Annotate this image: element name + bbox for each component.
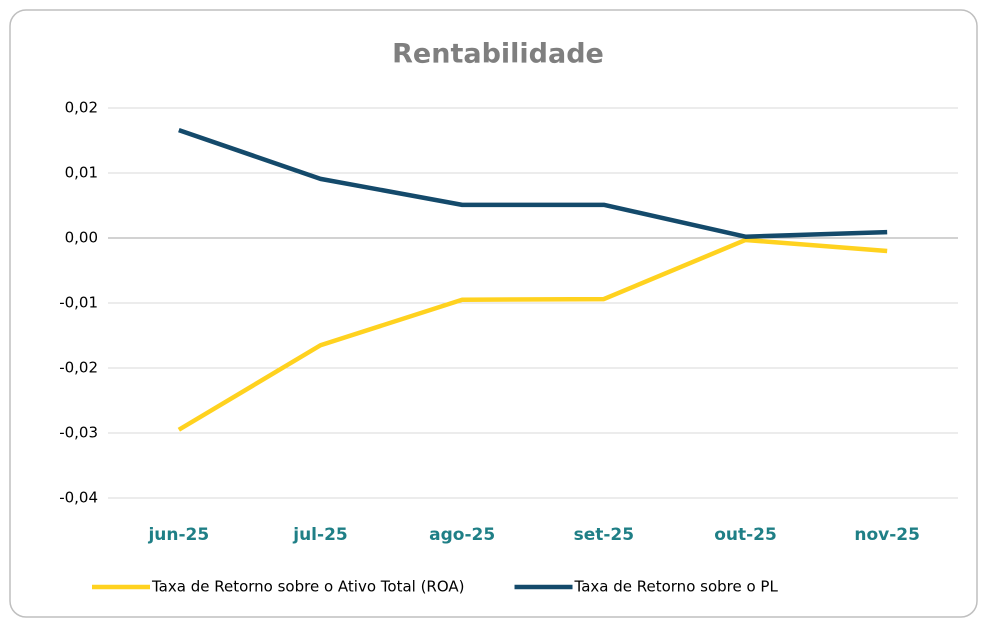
legend-label: Taxa de Retorno sobre o PL [574,578,779,596]
series-line [177,237,888,432]
y-tick-label: 0,02 [65,99,98,117]
x-tick-label: jul-25 [292,525,347,545]
x-tick-label: nov-25 [854,525,920,545]
y-tick-label: -0,02 [59,359,98,377]
x-tick-label: jun-25 [147,525,209,545]
y-tick-label: -0,01 [59,294,98,312]
y-tick-label: 0,01 [65,164,98,182]
series-line [178,127,888,239]
x-tick-label: out-25 [714,525,777,545]
x-tick-label: ago-25 [429,525,495,545]
y-tick-label: 0,00 [65,229,98,247]
chart-title: Rentabilidade [392,39,604,70]
y-tick-label: -0,04 [59,489,98,507]
chart-border [9,9,978,618]
x-tick-label: set-25 [574,525,635,545]
y-tick-label: -0,03 [59,424,98,442]
legend-label: Taxa de Retorno sobre o Ativo Total (ROA… [151,578,465,596]
